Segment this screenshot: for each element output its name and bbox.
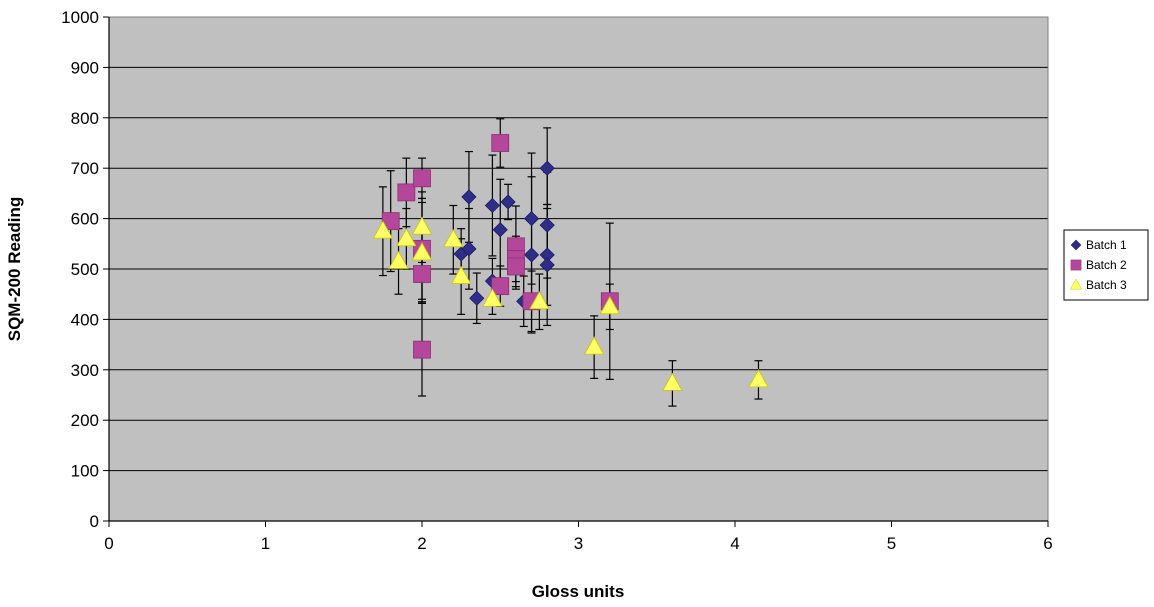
data-point-batch-3 bbox=[748, 369, 769, 388]
legend-label-batch-2: Batch 2 bbox=[1086, 258, 1127, 272]
data-point-batch-2 bbox=[491, 277, 510, 296]
data-point-batch-3 bbox=[396, 227, 417, 247]
data-point-batch-3 bbox=[450, 265, 472, 284]
data-point-batch-1 bbox=[484, 197, 500, 214]
data-point-batch-2 bbox=[506, 257, 525, 276]
data-point-batch-2 bbox=[413, 340, 431, 359]
y-tick-label: 0 bbox=[90, 512, 99, 531]
data-point-batch-1 bbox=[523, 247, 540, 263]
data-point-batch-2 bbox=[413, 169, 431, 188]
y-axis-title: SQM-200 Reading bbox=[5, 197, 24, 342]
legend-marker-batch-1 bbox=[1070, 239, 1082, 251]
data-point-batch-3 bbox=[372, 220, 394, 239]
data-point-batch-1 bbox=[539, 160, 555, 176]
y-tick-label: 900 bbox=[71, 58, 99, 77]
data-point-batch-3 bbox=[599, 295, 620, 315]
y-tick-label: 600 bbox=[71, 210, 99, 229]
data-point-batch-3 bbox=[388, 250, 409, 269]
data-point-batch-3 bbox=[482, 288, 503, 307]
data-point-batch-2 bbox=[381, 212, 400, 231]
data-point-batch-2 bbox=[413, 265, 431, 283]
data-point-batch-1 bbox=[461, 241, 477, 257]
data-point-batch-3 bbox=[583, 336, 605, 355]
x-tick-label: 0 bbox=[104, 534, 113, 553]
data-point-batch-1 bbox=[492, 222, 508, 238]
x-tick-label: 5 bbox=[887, 534, 896, 553]
data-point-batch-1 bbox=[469, 290, 485, 306]
data-point-batch-1 bbox=[500, 194, 516, 210]
data-point-batch-3 bbox=[443, 228, 464, 248]
legend-marker-batch-2 bbox=[1070, 259, 1082, 271]
y-tick-label: 1000 bbox=[61, 8, 99, 27]
x-tick-label: 6 bbox=[1043, 534, 1052, 553]
legend-label-batch-3: Batch 3 bbox=[1086, 278, 1127, 292]
x-tick-label: 3 bbox=[574, 534, 583, 553]
data-point-batch-1 bbox=[539, 217, 555, 233]
data-point-batch-1 bbox=[461, 189, 477, 205]
tick-labels: 0 100 200 300 400 500 600 700 800 900 1000 0 1 2 3 4 5 6 bbox=[61, 8, 1053, 553]
legend-marker-batch-3 bbox=[1069, 278, 1083, 290]
data-points bbox=[372, 134, 769, 391]
y-tick-label: 400 bbox=[71, 310, 99, 329]
y-tick-label: 500 bbox=[71, 260, 99, 279]
axes bbox=[103, 16, 1049, 527]
y-tick-label: 700 bbox=[71, 159, 99, 178]
x-tick-label: 4 bbox=[730, 534, 739, 553]
x-tick-label: 1 bbox=[261, 534, 270, 553]
y-tick-label: 800 bbox=[71, 109, 99, 128]
y-tick-label: 100 bbox=[71, 462, 99, 481]
legend: Batch 1 Batch 2 Batch 3 bbox=[1063, 229, 1149, 301]
x-axis-title: Gloss units bbox=[532, 582, 625, 601]
data-point-batch-3 bbox=[411, 242, 433, 261]
legend-label-batch-1: Batch 1 bbox=[1086, 238, 1127, 252]
data-point-batch-3 bbox=[662, 372, 683, 391]
y-tick-label: 300 bbox=[71, 361, 99, 380]
data-point-batch-2 bbox=[491, 134, 510, 152]
data-point-batch-2 bbox=[397, 183, 416, 202]
data-point-batch-1 bbox=[523, 211, 540, 227]
data-point-batch-3 bbox=[411, 216, 433, 235]
x-tick-label: 2 bbox=[417, 534, 426, 553]
y-tick-label: 200 bbox=[71, 411, 99, 430]
data-point-batch-3 bbox=[529, 290, 550, 310]
data-point-batch-1 bbox=[539, 257, 555, 273]
